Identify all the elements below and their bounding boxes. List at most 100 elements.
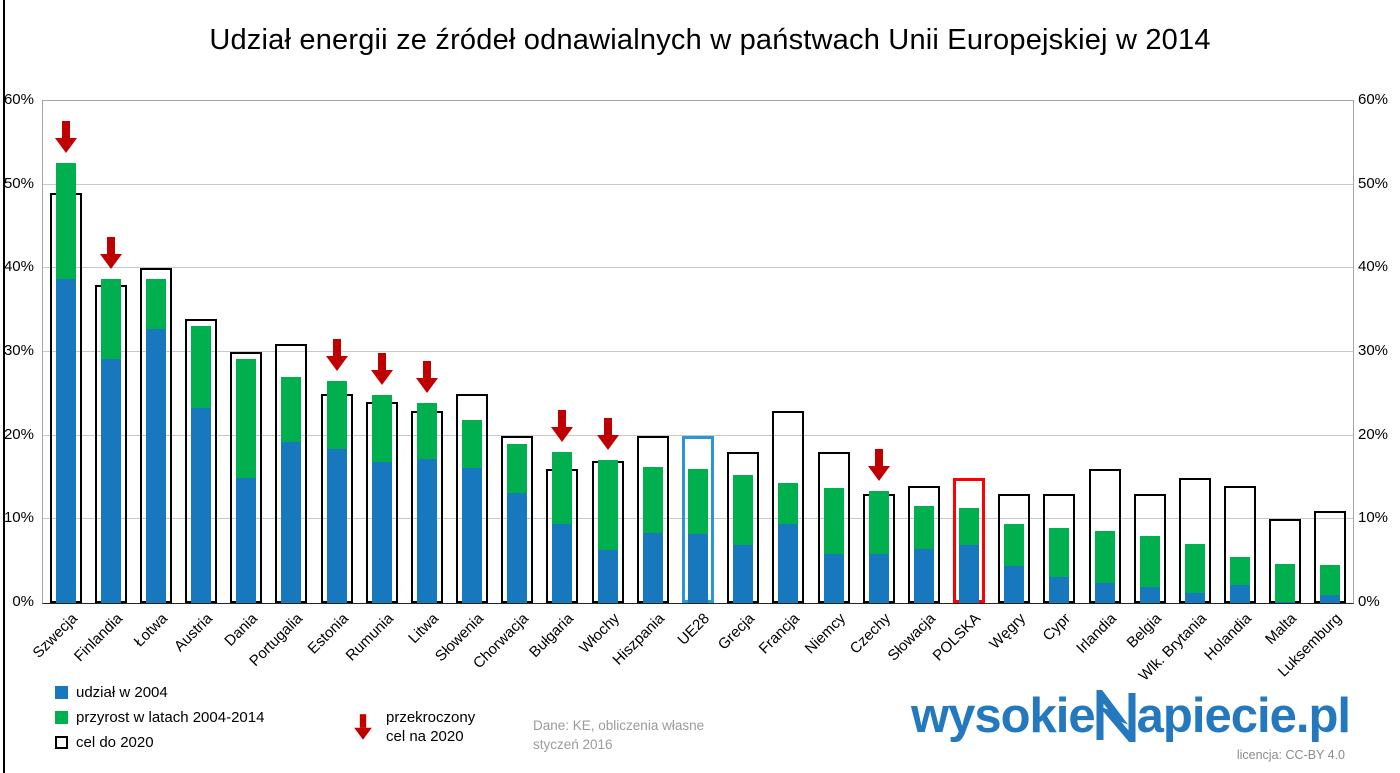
exceeded-target-arrow-Rumunia — [370, 352, 393, 385]
bar-growth-Luksemburg — [1320, 565, 1341, 596]
bar-2004-Chorwacja — [507, 492, 528, 603]
gridline — [43, 351, 1353, 352]
left-border-line — [3, 0, 5, 773]
logo-text-after: apiecie.pl — [1136, 689, 1351, 743]
bar-growth-Austria — [191, 326, 212, 409]
exceeded-target-arrow-Litwa — [415, 361, 438, 394]
legend-label-2004: udział w 2004 — [76, 684, 168, 701]
bar-growth-Chorwacja — [507, 444, 528, 493]
gridline — [43, 434, 1353, 436]
gridline — [43, 267, 1353, 269]
y-tick-label: 50% — [3, 174, 34, 192]
bar-2004-Holandia — [1230, 585, 1251, 603]
bar-2004-Finlandia — [100, 358, 121, 603]
bar-2004-Wlk. Brytania — [1184, 592, 1205, 603]
exceeded-target-arrow-Bułgaria — [551, 410, 574, 443]
y-tick-label: 0% — [1358, 593, 1380, 610]
legend-item-growth: przyrost w latach 2004-2014 — [55, 709, 264, 726]
y-tick-label: 60% — [3, 91, 34, 108]
bar-2004-UE28 — [688, 533, 708, 603]
lightning-n-icon — [1096, 690, 1136, 742]
gridline — [43, 183, 1353, 185]
bar-2004-Włochy — [597, 550, 618, 603]
y-tick-label: 0% — [12, 593, 34, 610]
bar-2004-Litwa — [416, 459, 437, 603]
blue-swatch-icon — [55, 686, 68, 699]
bar-2004-Portugalia — [281, 442, 302, 603]
legend-item-2004: udział w 2004 — [55, 684, 264, 701]
plot-area — [42, 100, 1354, 604]
bar-growth-Łotwa — [145, 279, 166, 329]
bar-growth-Bułgaria — [552, 452, 573, 525]
y-tick-label: 10% — [3, 509, 34, 527]
source-note-line1: Dane: KE, obliczenia własne — [533, 718, 705, 733]
y-tick-label: 60% — [1358, 91, 1389, 108]
legend: udział w 2004 przyrost w latach 2004-201… — [55, 684, 264, 751]
exceeded-target-arrow-Estonia — [325, 339, 348, 372]
legend-label-growth: przyrost w latach 2004-2014 — [76, 709, 265, 726]
bar-growth-UE28 — [688, 469, 708, 534]
source-note-line2: styczeń 2016 — [533, 737, 613, 752]
bar-growth-Słowacja — [913, 505, 934, 550]
red-arrow-icon — [354, 714, 372, 740]
bar-2004-Belgia — [1139, 587, 1160, 603]
y-tick-label: 20% — [1358, 425, 1389, 443]
logo-text-before: wysokie — [911, 689, 1096, 743]
bar-2004-Czechy — [868, 553, 889, 603]
bar-growth-Irlandia — [1094, 531, 1115, 583]
bar-2004-Irlandia — [1094, 582, 1115, 603]
bar-2004-Estonia — [326, 449, 347, 603]
y-tick-label: 40% — [3, 258, 34, 276]
legend-exceeded-line2: cel na 2020 — [386, 728, 464, 745]
bar-2004-Luksemburg — [1320, 595, 1341, 603]
bar-2004-POLSKA — [959, 545, 980, 603]
y-axis-left: 0% 10% 20% 30% 40% 50% 60% — [0, 92, 38, 610]
y-tick-label: 30% — [3, 342, 34, 359]
bar-growth-Litwa — [416, 403, 437, 460]
exceeded-target-arrow-Finlandia — [99, 237, 122, 270]
bar-growth-Cypr — [1049, 527, 1070, 578]
bar-2004-Grecja — [733, 545, 754, 603]
bar-growth-Hiszpania — [642, 467, 663, 533]
bar-growth-Estonia — [326, 381, 347, 450]
legend-label-target: cel do 2020 — [76, 734, 154, 751]
site-logo: wysokie apiecie.pl — [911, 689, 1351, 743]
bar-2004-Malta — [1275, 602, 1296, 603]
bar-growth-Malta — [1275, 563, 1296, 603]
bar-2004-Hiszpania — [642, 532, 663, 603]
bar-2004-Słowacja — [913, 549, 934, 603]
bar-2004-Słowenia — [462, 468, 483, 603]
bar-growth-Finlandia — [100, 279, 121, 359]
bar-2004-Dania — [236, 478, 257, 603]
bar-growth-Belgia — [1139, 536, 1160, 588]
legend-item-target: cel do 2020 — [55, 734, 264, 751]
exceeded-target-arrow-Szwecja — [54, 120, 77, 153]
y-tick-label: 30% — [1358, 342, 1389, 359]
exceeded-target-arrow-Czechy — [867, 448, 890, 481]
bar-2004-Łotwa — [145, 328, 166, 603]
legend-exceeded-line1: przekroczony — [386, 709, 476, 726]
y-tick-label: 10% — [1358, 509, 1389, 527]
bar-growth-Węgry — [1004, 523, 1025, 567]
bar-2004-Cypr — [1049, 577, 1070, 603]
bar-growth-Holandia — [1230, 557, 1251, 586]
bar-growth-Szwecja — [55, 162, 76, 280]
y-tick-label: 50% — [1358, 174, 1389, 192]
chart-title: Udział energii ze źródeł odnawialnych w … — [209, 24, 1211, 56]
bar-growth-Włochy — [597, 459, 618, 551]
y-tick-label: 20% — [3, 425, 34, 443]
bar-growth-Czechy — [868, 490, 889, 554]
bar-2004-Bułgaria — [552, 524, 573, 603]
exceeded-target-arrow-Włochy — [596, 417, 619, 450]
bar-growth-POLSKA — [959, 507, 980, 546]
bar-growth-Niemcy — [823, 487, 844, 555]
bar-growth-Portugalia — [281, 377, 302, 443]
bar-growth-Francja — [778, 483, 799, 525]
bar-growth-Słowenia — [462, 419, 483, 469]
bar-growth-Grecja — [733, 475, 754, 546]
bar-growth-Dania — [236, 358, 257, 479]
bar-2004-Rumunia — [371, 462, 392, 603]
outline-swatch-icon — [55, 736, 68, 749]
y-tick-label: 40% — [1358, 258, 1389, 276]
